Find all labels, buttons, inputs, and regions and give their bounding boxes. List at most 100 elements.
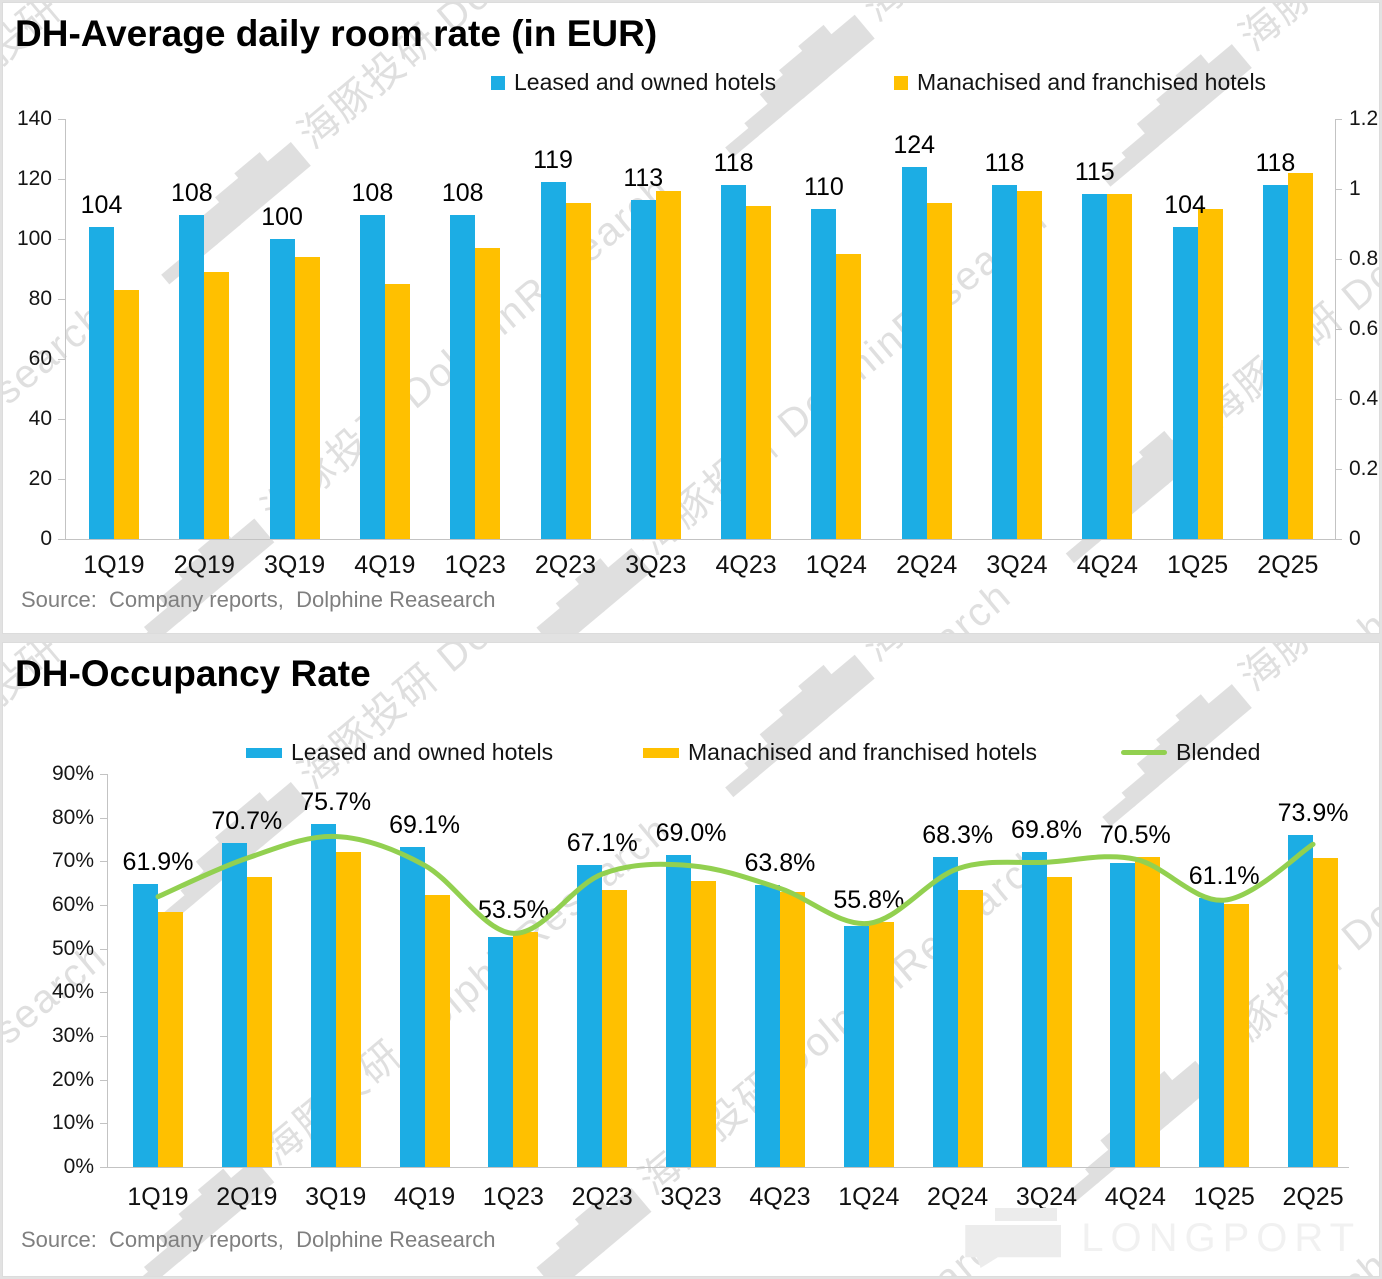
- bar-manachised-franchised: [384, 284, 410, 539]
- y-axis-tick: [100, 774, 107, 775]
- bar-manachised-franchised: [1224, 904, 1250, 1167]
- adr-chart: 140 120 100 80 60 40 20 0 1.2 1 0.8 0.6 0.4 0.2 0 1Q19 1…: [3, 3, 1379, 633]
- bar-leased-owned: [843, 925, 869, 1167]
- y-axis-tick: [58, 479, 65, 480]
- y-axis-tick-label: 120: [16, 167, 52, 190]
- y-axis-tick-label: 80: [28, 287, 52, 310]
- x-axis-line: [65, 539, 1335, 540]
- y-axis-tick: [58, 239, 65, 240]
- bar-manachised-franchised: [1107, 194, 1133, 539]
- data-label: 104: [1164, 191, 1206, 219]
- bar-leased-owned: [450, 215, 476, 539]
- y-axis-tick-label: 20: [28, 467, 52, 490]
- bar-leased-owned: [488, 936, 514, 1167]
- bar-leased-owned: [992, 185, 1017, 539]
- y-axis-tick: [58, 299, 65, 300]
- bar-leased-owned: [811, 209, 837, 539]
- bar-leased-owned: [901, 167, 927, 539]
- y-axis-tick: [100, 948, 107, 950]
- bar-manachised-franchised: [655, 191, 681, 539]
- y-axis-tick: [58, 539, 65, 540]
- secondary-y-axis-tick-label: 0.2: [1349, 457, 1379, 480]
- bar-manachised-franchised: [294, 257, 320, 539]
- x-axis-category-label: 2Q23: [571, 1183, 633, 1211]
- data-label: 55.8%: [833, 885, 905, 914]
- adr-chart-title: DH-Average daily room rate (in EUR): [15, 13, 658, 54]
- bar-manachised-franchised: [513, 932, 539, 1167]
- bar-leased-owned: [754, 885, 780, 1167]
- y-axis-tick-label: 0: [40, 527, 52, 550]
- adr-source-note: Source: Company reports, Dolphine Reasea…: [21, 587, 496, 612]
- secondary-y-axis-tick: [1335, 189, 1342, 190]
- x-axis-category-label: 3Q24: [986, 551, 1048, 579]
- bar-manachised-franchised: [565, 203, 591, 539]
- bar-leased-owned: [1288, 834, 1314, 1167]
- bar-leased-owned: [221, 843, 247, 1167]
- longport-wordmark: LONGPORT: [1081, 1215, 1361, 1260]
- bar-manachised-franchised: [1017, 191, 1042, 539]
- secondary-y-axis-tick-label: 1.2: [1349, 107, 1379, 130]
- secondary-y-axis-tick: [1335, 329, 1342, 330]
- secondary-y-axis-tick: [1335, 119, 1342, 120]
- data-label: 108: [170, 179, 213, 207]
- bar-manachised-franchised: [836, 254, 862, 539]
- adr-chart-panel: ▂▃▅▆▇▅海豚投研 DolphinResearch▂▃▅▆▇▅海豚投研 Dol…: [2, 2, 1380, 634]
- x-axis-line: [107, 1167, 1349, 1168]
- bar-leased-owned: [310, 823, 336, 1167]
- data-label: 118: [713, 149, 754, 177]
- bar-leased-owned: [932, 856, 958, 1167]
- bar-manachised-franchised: [1046, 876, 1072, 1167]
- bar-manachised-franchised: [246, 876, 272, 1167]
- bar-leased-owned: [133, 884, 158, 1167]
- secondary-y-axis-tick: [1335, 259, 1342, 260]
- y-axis-line: [107, 774, 108, 1167]
- y-axis-tick: [100, 1123, 107, 1125]
- bar-manachised-franchised: [1135, 856, 1161, 1167]
- data-label: 118: [1255, 149, 1296, 177]
- x-axis-category-label: 2Q25: [1282, 1183, 1344, 1211]
- y-axis-tick-label: 50%: [51, 936, 94, 960]
- data-label: 104: [80, 191, 123, 219]
- x-axis-category-label: 4Q23: [715, 551, 777, 579]
- y-axis-tick: [100, 817, 107, 819]
- y-axis-tick-label: 30%: [51, 1024, 94, 1048]
- bar-manachised-franchised: [868, 921, 894, 1167]
- secondary-y-axis-tick-label: 1: [1349, 177, 1361, 200]
- occupancy-source-note: Source: Company reports, Dolphine Reasea…: [21, 1227, 496, 1252]
- y-axis-tick: [100, 1036, 107, 1038]
- data-label: 70.5%: [1099, 820, 1171, 849]
- bar-leased-owned: [630, 200, 656, 539]
- x-axis-category-label: 1Q25: [1193, 1183, 1255, 1211]
- secondary-y-axis-tick-label: 0.4: [1349, 387, 1379, 410]
- y-axis-tick-label: 90%: [51, 762, 94, 785]
- bar-manachised-franchised: [926, 203, 952, 539]
- bar-leased-owned: [1199, 898, 1225, 1167]
- bar-manachised-franchised: [957, 889, 983, 1167]
- x-axis-category-label: 1Q19: [127, 1183, 189, 1211]
- x-axis-category-label: 2Q24: [896, 551, 958, 579]
- x-axis-category-label: 1Q19: [83, 551, 145, 579]
- y-axis-tick-label: 140: [16, 107, 52, 130]
- bar-leased-owned: [1021, 852, 1047, 1167]
- x-axis-category-label: 2Q23: [534, 551, 597, 579]
- bar-manachised-franchised: [1197, 209, 1223, 539]
- occupancy-chart-panel: ▂▃▅▆▇▅海豚投研 DolphinResearch▂▃▅▆▇▅海豚投研 Dol…: [2, 642, 1380, 1277]
- y-axis-tick-label: 40%: [51, 980, 94, 1004]
- longport-watermark: LONGPORT: [965, 1208, 1361, 1268]
- y-axis-tick: [100, 905, 107, 906]
- data-label: 69.0%: [655, 818, 727, 847]
- data-label: 100: [261, 203, 303, 231]
- bar-leased-owned: [179, 215, 205, 539]
- secondary-y-axis-tick-label: 0.8: [1349, 247, 1379, 270]
- bar-manachised-franchised: [158, 911, 183, 1167]
- data-label: 119: [533, 146, 573, 174]
- x-axis-category-label: 2Q25: [1257, 551, 1319, 579]
- y-axis-tick-label: 10%: [51, 1111, 94, 1135]
- x-axis-category-label: 3Q19: [264, 551, 326, 579]
- x-axis-category-label: 2Q24: [927, 1183, 989, 1211]
- x-axis-category-label: 3Q24: [1015, 1183, 1078, 1211]
- bar-manachised-franchised: [1287, 173, 1313, 539]
- y-axis-tick-label: 60: [28, 347, 52, 370]
- x-axis-category-label: 2Q19: [216, 1183, 278, 1211]
